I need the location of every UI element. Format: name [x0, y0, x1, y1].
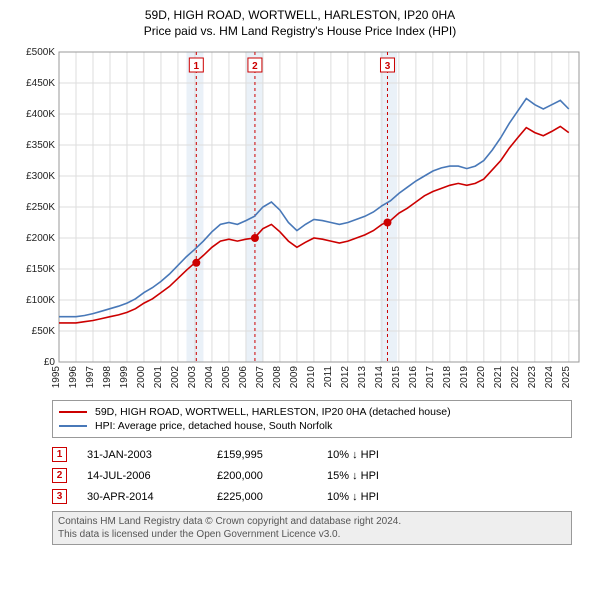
svg-text:2020: 2020 — [476, 366, 487, 389]
title-line2: Price paid vs. HM Land Registry's House … — [8, 24, 592, 38]
svg-text:1996: 1996 — [68, 366, 79, 389]
svg-text:2008: 2008 — [272, 366, 283, 389]
legend-label: HPI: Average price, detached house, Sout… — [95, 420, 332, 432]
svg-text:2024: 2024 — [544, 366, 555, 389]
svg-text:2022: 2022 — [510, 366, 521, 389]
chart-title-block: 59D, HIGH ROAD, WORTWELL, HARLESTON, IP2… — [8, 8, 592, 38]
footer-line2: This data is licensed under the Open Gov… — [58, 528, 566, 541]
transaction-price: £200,000 — [217, 470, 307, 482]
svg-text:£400K: £400K — [26, 109, 55, 120]
svg-text:£50K: £50K — [32, 326, 56, 337]
legend: 59D, HIGH ROAD, WORTWELL, HARLESTON, IP2… — [52, 400, 572, 438]
svg-text:2009: 2009 — [289, 366, 300, 389]
transaction-price: £225,000 — [217, 491, 307, 503]
legend-row: 59D, HIGH ROAD, WORTWELL, HARLESTON, IP2… — [59, 405, 565, 419]
svg-text:2025: 2025 — [561, 366, 572, 389]
svg-text:2001: 2001 — [153, 366, 164, 389]
transaction-marker-icon: 2 — [52, 468, 67, 483]
svg-text:£300K: £300K — [26, 171, 55, 182]
transaction-row: 1 31-JAN-2003 £159,995 10% ↓ HPI — [52, 444, 572, 465]
svg-text:2011: 2011 — [323, 366, 334, 388]
svg-text:1997: 1997 — [85, 366, 96, 389]
chart-container: £0£50K£100K£150K£200K£250K£300K£350K£400… — [15, 44, 585, 394]
transaction-date: 14-JUL-2006 — [87, 470, 197, 482]
title-line1: 59D, HIGH ROAD, WORTWELL, HARLESTON, IP2… — [8, 8, 592, 22]
svg-text:2004: 2004 — [204, 366, 215, 389]
svg-text:£350K: £350K — [26, 140, 55, 151]
transaction-marker-icon: 3 — [52, 489, 67, 504]
svg-text:1998: 1998 — [102, 366, 113, 389]
svg-text:2019: 2019 — [459, 366, 470, 389]
legend-swatch-hpi — [59, 425, 87, 427]
transaction-row: 3 30-APR-2014 £225,000 10% ↓ HPI — [52, 486, 572, 507]
svg-text:2: 2 — [252, 61, 258, 72]
legend-row: HPI: Average price, detached house, Sout… — [59, 419, 565, 433]
svg-text:2010: 2010 — [306, 366, 317, 389]
svg-text:£150K: £150K — [26, 264, 55, 275]
svg-text:1995: 1995 — [51, 366, 62, 389]
transaction-date: 31-JAN-2003 — [87, 449, 197, 461]
svg-text:2005: 2005 — [221, 366, 232, 389]
svg-text:2015: 2015 — [391, 366, 402, 389]
transaction-price: £159,995 — [217, 449, 307, 461]
svg-text:2016: 2016 — [408, 366, 419, 389]
transaction-diff: 10% ↓ HPI — [327, 491, 417, 503]
price-chart: £0£50K£100K£150K£200K£250K£300K£350K£400… — [15, 44, 585, 394]
svg-text:1: 1 — [194, 61, 200, 72]
svg-text:2017: 2017 — [425, 366, 436, 389]
transaction-date: 30-APR-2014 — [87, 491, 197, 503]
legend-label: 59D, HIGH ROAD, WORTWELL, HARLESTON, IP2… — [95, 406, 451, 418]
svg-text:£200K: £200K — [26, 233, 55, 244]
svg-text:2006: 2006 — [238, 366, 249, 389]
transaction-list: 1 31-JAN-2003 £159,995 10% ↓ HPI 2 14-JU… — [52, 444, 572, 507]
svg-text:2014: 2014 — [374, 366, 385, 389]
svg-text:2000: 2000 — [136, 366, 147, 389]
transaction-row: 2 14-JUL-2006 £200,000 15% ↓ HPI — [52, 465, 572, 486]
svg-text:2013: 2013 — [357, 366, 368, 389]
svg-text:2003: 2003 — [187, 366, 198, 389]
svg-text:£450K: £450K — [26, 78, 55, 89]
attribution-footer: Contains HM Land Registry data © Crown c… — [52, 511, 572, 545]
svg-text:£500K: £500K — [26, 47, 55, 58]
svg-text:£100K: £100K — [26, 295, 55, 306]
svg-text:2023: 2023 — [527, 366, 538, 389]
svg-text:2018: 2018 — [442, 366, 453, 389]
transaction-diff: 15% ↓ HPI — [327, 470, 417, 482]
footer-line1: Contains HM Land Registry data © Crown c… — [58, 515, 566, 528]
svg-text:1999: 1999 — [119, 366, 130, 389]
transaction-diff: 10% ↓ HPI — [327, 449, 417, 461]
svg-text:£250K: £250K — [26, 202, 55, 213]
transaction-marker-icon: 1 — [52, 447, 67, 462]
svg-text:2012: 2012 — [340, 366, 351, 389]
legend-swatch-property — [59, 411, 87, 413]
svg-text:3: 3 — [385, 61, 391, 72]
svg-text:2021: 2021 — [493, 366, 504, 389]
svg-text:2002: 2002 — [170, 366, 181, 389]
svg-text:2007: 2007 — [255, 366, 266, 389]
